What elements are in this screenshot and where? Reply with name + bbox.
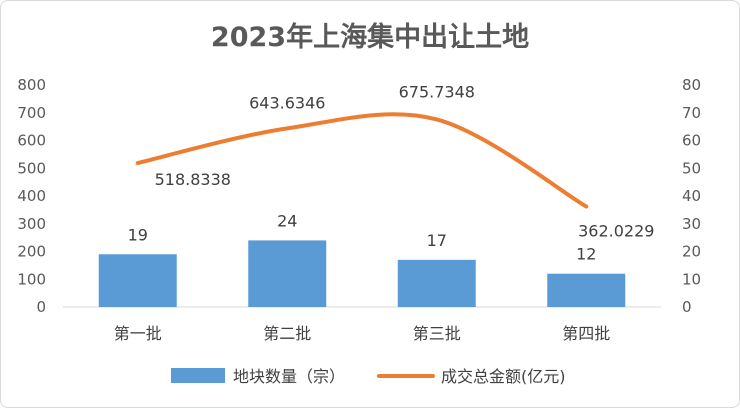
category-label: 第二批 (263, 324, 311, 343)
left-axis-tick-label: 800 (17, 76, 46, 94)
bar (248, 240, 327, 307)
category-label: 第一批 (114, 324, 162, 343)
right-axis-tick-label: 20 (682, 243, 701, 261)
bar-data-label: 19 (128, 225, 148, 244)
right-axis-tick-label: 30 (682, 215, 701, 233)
bar (397, 259, 476, 307)
left-axis-tick-label: 600 (17, 132, 46, 150)
chart-title: 2023年上海集中出让土地 (210, 22, 530, 53)
right-axis-tick-label: 0 (682, 298, 692, 316)
line-data-label: 518.8338 (155, 170, 231, 189)
right-axis-tick-label: 80 (682, 76, 701, 94)
left-axis-tick-label: 700 (17, 104, 46, 122)
category-label: 第四批 (562, 324, 610, 343)
line-data-label: 675.7348 (399, 82, 475, 101)
right-axis-tick-label: 40 (682, 187, 701, 205)
legend-line-label: 成交总金额(亿元) (441, 367, 566, 386)
series-line-total-amount (135, 112, 589, 209)
bar-data-label: 12 (576, 245, 596, 264)
bar (547, 273, 626, 307)
left-axis-tick-label: 200 (17, 243, 46, 261)
right-axis-tick-label: 70 (682, 104, 701, 122)
right-axis-tick-label: 60 (682, 132, 701, 150)
right-axis-tick-label: 10 (682, 270, 701, 288)
bar-data-label: 24 (277, 211, 297, 230)
line-data-label: 643.6346 (249, 93, 325, 112)
line-data-label: 362.0229 (578, 222, 654, 241)
legend-bar-label: 地块数量（宗） (233, 367, 345, 386)
category-label: 第三批 (413, 324, 461, 343)
bar-data-label: 17 (427, 231, 447, 250)
left-axis-tick-label: 0 (36, 298, 46, 316)
left-axis-tick-label: 300 (17, 215, 46, 233)
right-axis-tick-label: 50 (682, 159, 701, 177)
left-axis-tick-label: 500 (17, 159, 46, 177)
bar (98, 254, 177, 307)
left-axis-tick-label: 400 (17, 187, 46, 205)
legend-bar-swatch (171, 368, 225, 383)
left-axis-tick-label: 100 (17, 270, 46, 288)
